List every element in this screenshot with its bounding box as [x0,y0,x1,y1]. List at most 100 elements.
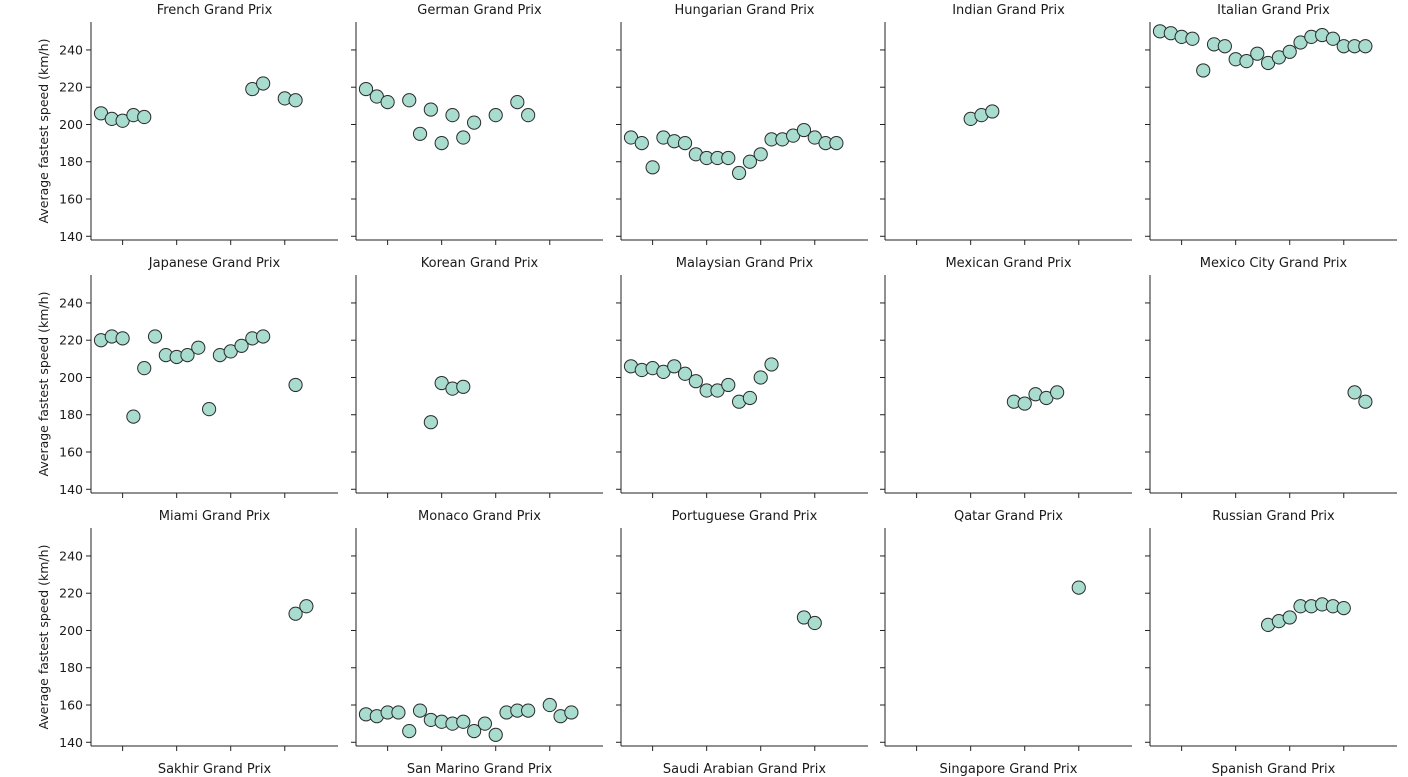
data-point [753,147,768,162]
y-tick-label: 220 [59,80,83,95]
data-point [445,108,460,123]
panel-title: Qatar Grand Prix [954,509,1063,524]
data-point [137,361,152,376]
data-point [521,703,536,718]
data-point [234,338,249,353]
y-tick-label: 200 [59,117,83,132]
data-point [466,723,482,739]
data-point [137,109,152,125]
data-point [677,136,693,151]
data-point [564,705,579,720]
panel-title: Russian Grand Prix [1212,509,1335,524]
data-point [1282,44,1297,59]
data-point [764,357,779,372]
data-point [201,402,217,417]
panel-title: Spanish Grand Prix [1212,762,1336,777]
panel-title: Malaysian Grand Prix [676,256,814,271]
data-point [721,150,736,166]
data-point [402,723,417,739]
data-point [434,136,449,151]
data-point [423,102,438,117]
y-tick-label: 220 [59,586,83,601]
data-point [796,122,812,138]
data-point [180,348,195,363]
y-tick-label: 140 [59,735,83,750]
data-point [1239,54,1254,69]
data-point [677,366,693,381]
panel-title: Portuguese Grand Prix [672,509,818,524]
data-point [488,727,503,742]
data-point [1071,580,1086,595]
panel-title: Korean Grand Prix [421,256,539,271]
y-tick-label: 180 [59,407,83,422]
data-point [721,377,736,393]
data-point [1017,396,1032,411]
data-point [412,126,428,141]
y-axis-label: Average fastest speed (km/h) [36,545,51,730]
panel-title: Monaco Grand Prix [418,509,541,524]
panel-title: Saudi Arabian Grand Prix [663,762,826,777]
data-point [645,160,660,175]
data-point [466,115,482,130]
data-point [488,108,503,123]
y-tick-label: 180 [59,660,83,675]
data-point [521,108,536,123]
data-point [634,136,649,151]
y-tick-label: 240 [59,548,83,563]
data-point [256,329,271,344]
data-point [1217,39,1232,54]
y-tick-label: 160 [59,192,83,207]
data-point [1358,394,1373,409]
data-point [115,331,130,346]
data-point [402,93,417,108]
data-point [456,714,471,729]
panel-title: Hungarian Grand Prix [674,3,814,18]
y-tick-label: 200 [59,623,83,638]
y-tick-label: 140 [59,482,83,497]
panel-title: Mexico City Grand Prix [1200,256,1348,271]
data-point [688,374,703,389]
data-point [147,329,163,344]
y-tick-label: 160 [59,698,83,713]
data-point [1347,385,1362,400]
data-point [191,340,206,355]
data-point [542,697,557,713]
panel-title: Miami Grand Prix [159,509,271,524]
data-point [412,703,428,718]
data-point [456,379,471,394]
data-point [288,606,303,621]
data-point [1282,610,1297,625]
data-point [423,415,438,430]
data-point [510,95,525,110]
data-point [288,377,303,393]
data-point [829,136,844,151]
y-tick-label: 220 [59,333,83,348]
panel-title: Sakhir Grand Prix [158,762,272,777]
data-point [985,104,1000,119]
data-point [1196,63,1211,78]
data-point [667,359,682,374]
data-point [456,130,471,145]
data-point [380,95,395,110]
data-point [358,81,374,97]
data-point [742,390,758,406]
data-point [1050,385,1065,400]
panel-title: Italian Grand Prix [1217,3,1330,18]
data-point [391,705,406,720]
y-tick-label: 240 [59,42,83,57]
panel-title: San Marino Grand Prix [407,762,553,777]
panel-title: Mexican Grand Prix [945,256,1071,271]
y-tick-label: 200 [59,370,83,385]
data-point [731,165,747,181]
y-tick-label: 180 [59,154,83,169]
y-tick-label: 240 [59,295,83,310]
panel-title: French Grand Prix [157,3,273,18]
y-tick-label: 140 [59,229,83,244]
data-point [256,76,271,91]
data-point [742,154,758,169]
panel-title: German Grand Prix [417,3,542,18]
data-point [288,93,303,108]
data-point [1325,31,1341,46]
data-point [1185,31,1200,46]
